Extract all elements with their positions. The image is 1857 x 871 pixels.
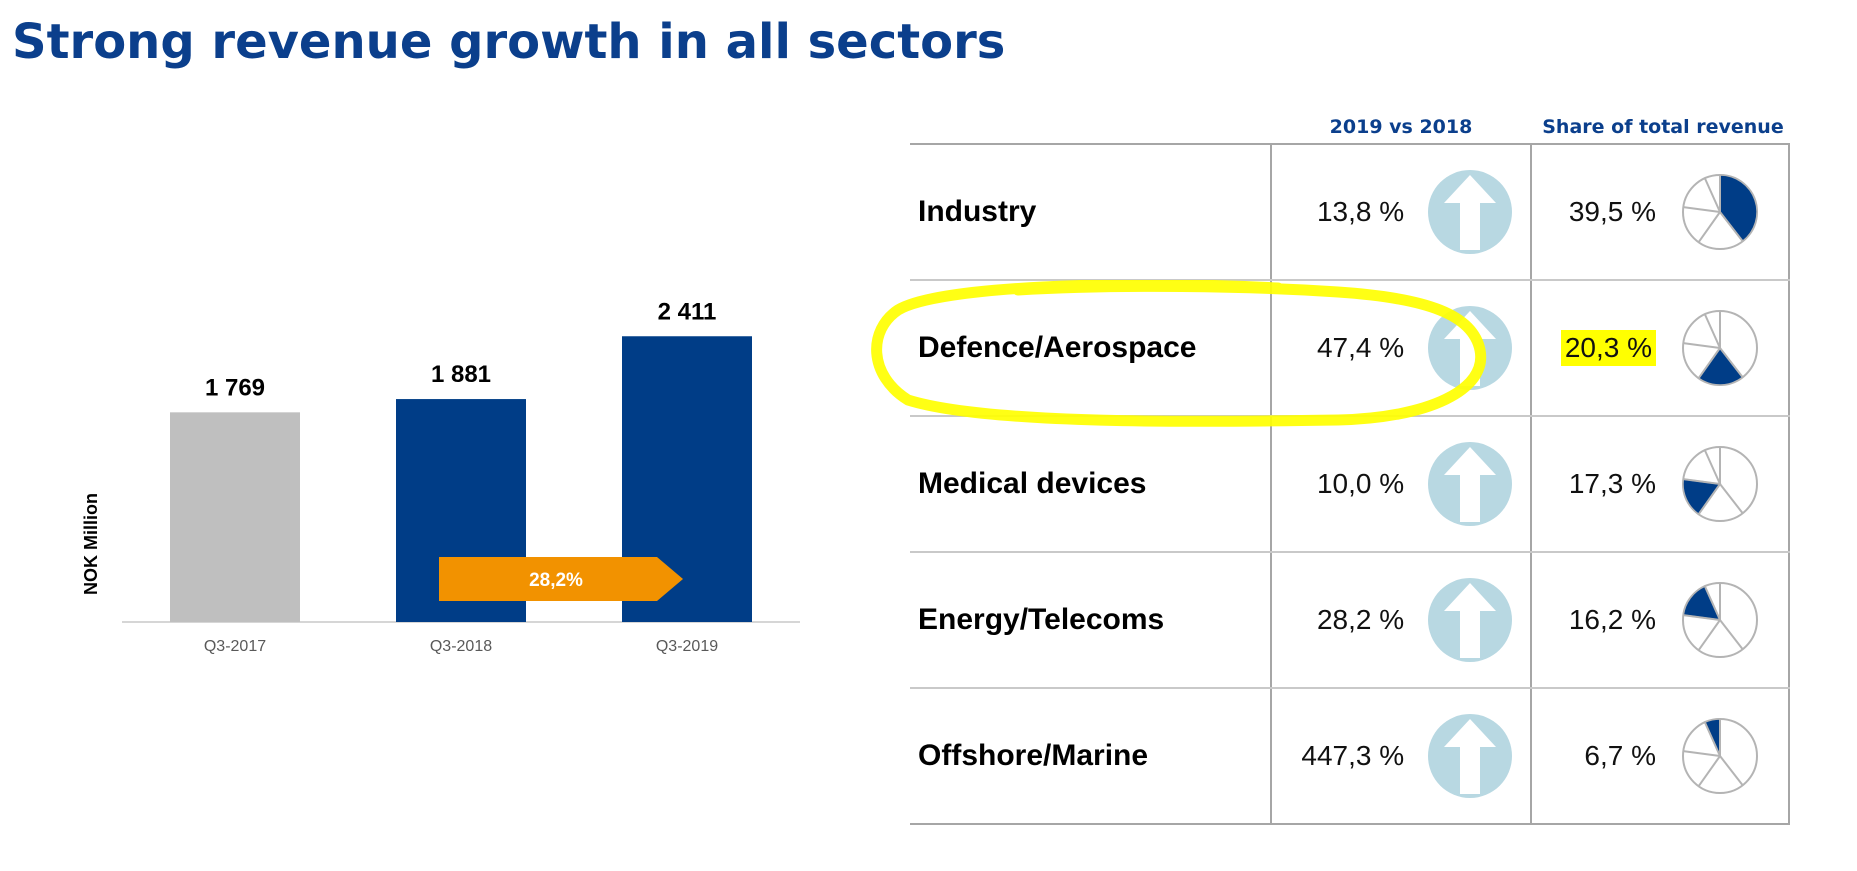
pie-chart-icon: [1682, 582, 1758, 658]
data-label: 2 411: [658, 298, 717, 325]
up-arrow-icon: [1428, 714, 1513, 798]
growth-value: 13,8 %: [1316, 196, 1405, 227]
sector-name: Defence/Aerospace: [910, 280, 1272, 417]
growth-value: 447,3 %: [1301, 740, 1405, 771]
pie-chart-icon: [1682, 310, 1758, 386]
data-label: 1 769: [205, 374, 265, 401]
pie-chart-icon: [1682, 174, 1758, 250]
share-cell: 16,2 %: [1531, 552, 1790, 689]
share-value: 6,7 %: [1584, 740, 1656, 771]
up-arrow-icon: [1428, 442, 1513, 526]
growth-arrow-annotation: [439, 557, 683, 601]
share-value: 17,3 %: [1568, 468, 1656, 499]
table-row: Offshore/Marine 447,3 % 6,7 %: [910, 688, 1790, 824]
growth-cell: 447,3 %: [1270, 688, 1533, 824]
x-tick-label: Q3-2018: [430, 638, 492, 655]
table-row: Medical devices 10,0 % 17,3 %: [910, 416, 1790, 553]
pie-chart-icon: [1682, 446, 1758, 522]
column-header-share: Share of total revenue: [1542, 116, 1784, 138]
growth-value: 28,2 %: [1316, 604, 1405, 635]
pie-chart-icon: [1682, 718, 1758, 794]
growth-cell: 47,4 %: [1270, 280, 1533, 417]
share-cell: 17,3 %: [1531, 416, 1790, 553]
page-title: Strong revenue growth in all sectors: [12, 14, 1006, 70]
table-row: Energy/Telecoms 28,2 % 16,2 %: [910, 552, 1790, 689]
share-cell: 39,5 %: [1531, 144, 1790, 281]
growth-value: 47,4 %: [1316, 332, 1405, 363]
share-value: 16,2 %: [1568, 604, 1656, 635]
table-row: Defence/Aerospace 47,4 % 20,3 %: [910, 280, 1790, 417]
share-value: 20,3 %: [1560, 330, 1656, 366]
column-header-growth: 2019 vs 2018: [1329, 116, 1473, 138]
bar-Q3-2017: [170, 412, 300, 622]
bar-chart: 1 769 Q3-2017 1 881 Q3-2018 2 411 Q3-2019 NOK …: [81, 298, 800, 655]
x-tick-label: Q3-2017: [204, 638, 266, 655]
table-row: Industry 13,8 % 39,5 %: [910, 144, 1790, 281]
sector-name: Energy/Telecoms: [910, 552, 1272, 689]
share-value: 39,5 %: [1568, 196, 1656, 227]
data-label: 1 881: [431, 361, 491, 388]
sector-name: Medical devices: [910, 416, 1272, 553]
x-tick-label: Q3-2019: [656, 638, 718, 655]
sector-table: Industry 13,8 % 39,5 % Defence/Aerospace 47,…: [910, 143, 1790, 825]
up-arrow-icon: [1428, 306, 1513, 390]
sector-name: Industry: [910, 144, 1272, 281]
share-cell: 20,3 %: [1531, 280, 1790, 417]
growth-cell: 13,8 %: [1270, 144, 1533, 281]
growth-arrow-label: 28,2%: [529, 570, 583, 591]
share-cell: 6,7 %: [1531, 688, 1790, 824]
growth-value: 10,0 %: [1316, 468, 1405, 499]
growth-cell: 10,0 %: [1270, 416, 1533, 553]
sector-name: Offshore/Marine: [918, 739, 1149, 772]
up-arrow-icon: [1428, 170, 1513, 254]
up-arrow-icon: [1428, 578, 1513, 662]
y-axis-label: NOK Million: [81, 493, 101, 595]
growth-cell: 28,2 %: [1270, 552, 1533, 689]
